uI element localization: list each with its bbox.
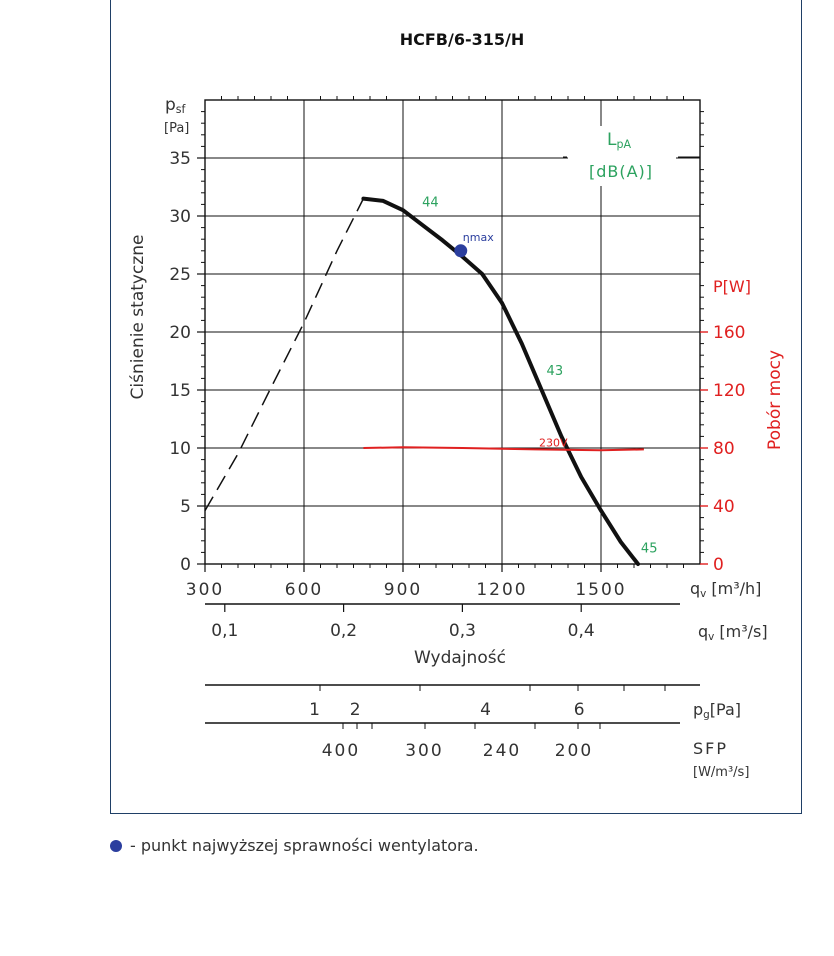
power-series-label: 230V [539, 437, 568, 450]
y-tick-label: 30 [169, 207, 191, 227]
x-unit-m3h: qv [m³/h] [690, 579, 761, 600]
y-tick-label: 5 [180, 497, 191, 517]
lpa-annotation: 45 [641, 541, 658, 556]
lpa-annotation: 43 [547, 364, 564, 379]
sfp-tick-label: 400 [322, 741, 360, 761]
x-unit-m3s: qv [m³/s] [698, 622, 768, 643]
x-tick-label: 900 [384, 580, 422, 600]
chart-title: HCFB/6-315/H [400, 30, 525, 49]
sfp-unit: [W/m³/s] [693, 765, 749, 780]
power-unit: P[W] [713, 277, 751, 296]
power-tick-label: 40 [713, 497, 735, 517]
x-tick-label: 1500 [575, 580, 626, 600]
eta-max-marker-icon [110, 839, 122, 852]
y-axis-label: Ciśnienie statyczne [128, 235, 148, 400]
y-tick-label: 25 [169, 265, 191, 285]
y-tick-label: 0 [180, 555, 191, 575]
sfp-tick-label: 300 [405, 741, 443, 761]
lpa-annotation: 44 [422, 196, 439, 211]
y-tick-label: 20 [169, 323, 191, 343]
m3s-tick-label: 0,4 [568, 621, 595, 641]
x-tick-label: 1200 [476, 580, 527, 600]
power-curve [363, 446, 644, 452]
y-unit-symbol: psf [165, 95, 187, 116]
footnote-text: - punkt najwyższej sprawności wentylator… [130, 836, 479, 855]
m3s-tick-label: 0,1 [211, 621, 238, 641]
pg-tick-label: 2 [350, 700, 361, 720]
pressure-curve [361, 196, 640, 566]
y-tick-label: 15 [169, 381, 191, 401]
y-tick-label: 10 [169, 439, 191, 459]
eta-max-label: ηmax [463, 231, 494, 244]
sfp-label: SFP [693, 739, 728, 758]
y-tick-label: 35 [169, 149, 191, 169]
legend-lpa-unit: [dB(A)] [589, 162, 653, 181]
x-axis-label: Wydajność [414, 648, 506, 668]
pg-tick-label: 1 [309, 700, 320, 720]
eta-max-point [454, 244, 468, 258]
pressure-curve-dashed [204, 198, 365, 511]
m3s-tick-label: 0,3 [449, 621, 476, 641]
legend-bg [568, 126, 676, 186]
y-unit: [Pa] [164, 121, 189, 136]
x-tick-label: 300 [186, 580, 224, 600]
power-tick-label: 120 [713, 381, 745, 401]
pg-tick-label: 6 [574, 700, 585, 720]
power-tick-label: 80 [713, 439, 735, 459]
power-tick-label: 160 [713, 323, 745, 343]
chart-frame [110, 0, 802, 814]
pg-unit: pg[Pa] [693, 700, 741, 721]
pg-tick-label: 4 [480, 700, 491, 720]
sfp-tick-label: 240 [483, 741, 521, 761]
x-tick-label: 600 [285, 580, 323, 600]
power-tick-label: 0 [713, 555, 724, 575]
footnote: - punkt najwyższej sprawności wentylator… [110, 836, 479, 855]
sfp-tick-label: 200 [555, 741, 593, 761]
legend-lpa-symbol: LpA [607, 130, 631, 151]
m3s-tick-label: 0,2 [330, 621, 357, 641]
power-axis-label: Pobór mocy [765, 350, 785, 450]
